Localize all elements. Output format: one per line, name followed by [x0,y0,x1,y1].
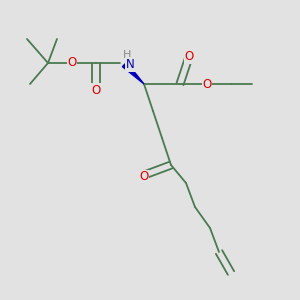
Text: H: H [123,50,132,61]
Text: O: O [184,50,194,64]
Text: O: O [92,83,100,97]
Text: O: O [68,56,76,70]
Polygon shape [122,62,144,84]
Text: O: O [202,77,211,91]
Text: O: O [140,170,148,184]
Text: N: N [126,58,135,71]
